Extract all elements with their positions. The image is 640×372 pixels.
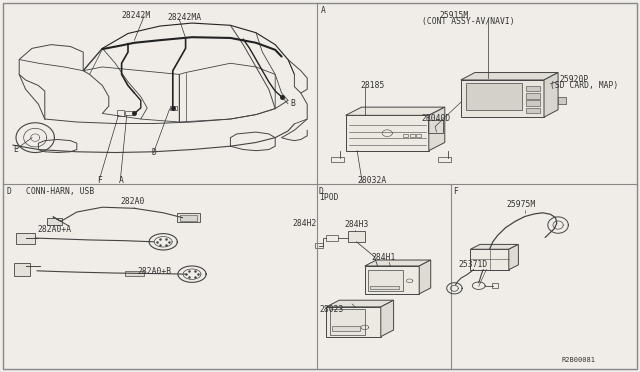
Bar	[16, 232, 35, 244]
Bar	[170, 106, 177, 110]
Text: B: B	[291, 99, 296, 108]
Bar	[177, 213, 200, 222]
Polygon shape	[365, 260, 431, 266]
Text: 28242M: 28242M	[122, 11, 151, 20]
Bar	[125, 271, 144, 276]
Bar	[368, 270, 403, 291]
Bar	[416, 134, 421, 137]
Bar	[438, 157, 451, 162]
Text: 282A0+B: 282A0+B	[138, 267, 172, 276]
Text: 284H3: 284H3	[344, 220, 369, 229]
Text: 28032A: 28032A	[357, 176, 387, 185]
Bar	[526, 108, 540, 113]
Bar	[466, 83, 522, 110]
Text: 284H2: 284H2	[292, 219, 317, 228]
Bar	[315, 243, 323, 248]
Bar	[180, 215, 197, 221]
Text: 284H1: 284H1	[372, 253, 396, 262]
Text: 25915M: 25915M	[439, 11, 468, 20]
Text: 28242MA: 28242MA	[168, 13, 202, 22]
Bar	[14, 263, 30, 276]
Bar	[461, 80, 544, 117]
Bar	[526, 86, 540, 91]
Polygon shape	[461, 73, 558, 80]
Bar	[558, 97, 566, 104]
Text: E: E	[13, 145, 18, 154]
Bar	[326, 235, 338, 241]
Text: CONN-HARN, USB: CONN-HARN, USB	[26, 187, 94, 196]
Polygon shape	[470, 244, 518, 249]
Bar	[125, 111, 134, 115]
Text: D: D	[6, 187, 12, 196]
Polygon shape	[429, 107, 445, 151]
Bar	[326, 307, 381, 337]
Bar	[428, 120, 443, 133]
Bar	[331, 157, 344, 162]
Text: (CONT ASSY-AV/NAVI): (CONT ASSY-AV/NAVI)	[422, 17, 515, 26]
Text: 25975M: 25975M	[506, 201, 536, 209]
Bar	[492, 283, 498, 288]
Bar	[348, 231, 365, 242]
Text: F: F	[97, 176, 102, 185]
Text: IPOD: IPOD	[319, 193, 338, 202]
Text: 282A0: 282A0	[120, 198, 145, 206]
Bar	[526, 93, 540, 99]
Text: (SD CARD, MAP): (SD CARD, MAP)	[550, 81, 619, 90]
Bar	[332, 326, 360, 331]
Text: A: A	[321, 6, 326, 15]
Text: D: D	[319, 187, 324, 196]
Bar	[370, 286, 399, 289]
Bar	[47, 218, 62, 225]
Text: D: D	[152, 148, 157, 157]
Text: A: A	[118, 176, 124, 185]
Bar	[117, 110, 124, 116]
Polygon shape	[346, 107, 445, 115]
Polygon shape	[381, 300, 394, 337]
Text: F: F	[453, 187, 458, 196]
Bar	[410, 134, 415, 137]
Text: 28023: 28023	[319, 305, 344, 314]
Bar	[403, 134, 408, 137]
Text: 282A0+A: 282A0+A	[37, 225, 71, 234]
Polygon shape	[544, 73, 558, 117]
Bar	[526, 100, 540, 106]
Bar	[330, 309, 365, 335]
Bar	[346, 115, 429, 151]
Text: 28185: 28185	[360, 81, 385, 90]
Polygon shape	[326, 300, 394, 307]
Text: R2B00081: R2B00081	[561, 357, 595, 363]
Text: 25371D: 25371D	[458, 260, 488, 269]
Bar	[365, 266, 419, 294]
Text: 2B040D: 2B040D	[421, 114, 451, 123]
Text: 25920P: 25920P	[559, 76, 589, 84]
Polygon shape	[419, 260, 431, 294]
Bar	[470, 249, 509, 270]
Polygon shape	[509, 244, 518, 270]
